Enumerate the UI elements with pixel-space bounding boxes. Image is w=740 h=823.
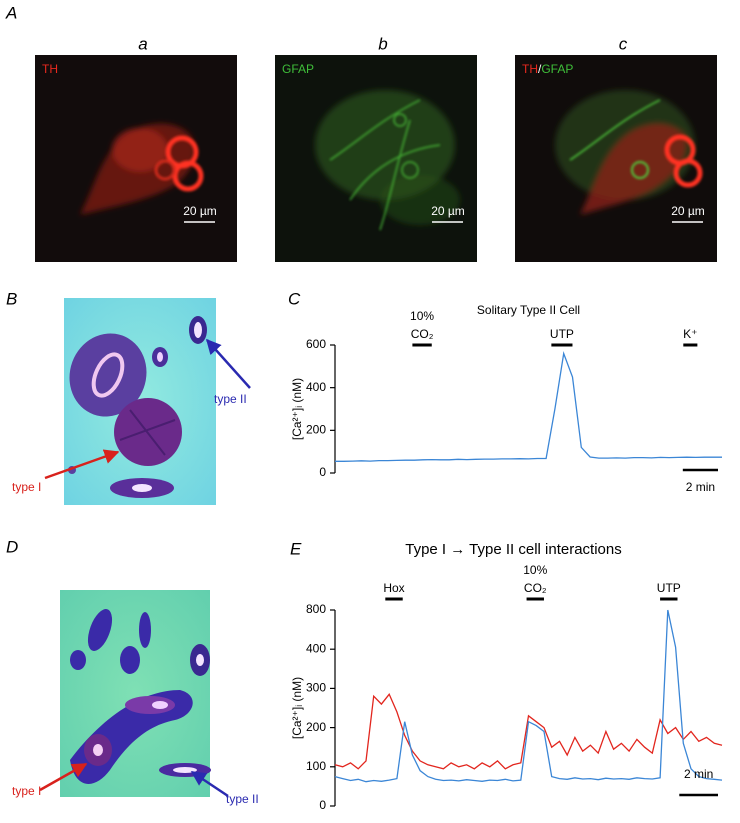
y-tick-label: 400 [306,380,326,394]
subpanel-label: c [619,34,628,53]
stimulus-label: 10% [523,563,547,577]
y-tick-label: 800 [306,602,326,616]
annotation: type II [214,392,247,406]
panel-label: E [290,539,302,558]
micrograph-a [35,55,237,262]
stain-label: TH [42,62,58,76]
scale-bar-label: 20 µm [671,204,705,218]
y-tick-label: 600 [306,337,326,351]
stimulus-label: K⁺ [683,327,697,341]
y-axis-label: [Ca²⁺]ᵢ (nM) [290,677,304,739]
scale-bar-label: 20 µm [183,204,217,218]
false-color-image-b [64,298,216,505]
y-tick-label: 100 [306,759,326,773]
subpanel-label: a [138,34,147,53]
chart-title: Type I → Type II cell interactions [405,541,622,558]
micrograph-c [515,55,717,262]
panel-label: D [6,537,18,556]
stain-label-part: TH [42,62,58,76]
stain-label: GFAP [282,62,314,76]
stain-label-part: / [538,62,542,76]
annotation: type I [12,480,41,494]
arrow [44,449,120,480]
panel-label: C [288,289,301,308]
arrow [190,770,229,798]
stimulus-label: CO₂ [411,327,434,341]
y-tick-label: 300 [306,681,326,695]
data-line [335,350,722,462]
stimulus-label: Hox [383,581,404,595]
annotation: type I [12,784,41,798]
stain-label-part: GFAP [282,62,314,76]
arrow [205,338,251,389]
arrow [39,762,88,792]
stain-label-part: TH [522,62,538,76]
stimulus-label: CO₂ [524,581,547,595]
annotation: type II [226,792,259,806]
y-tick-label: 0 [319,465,326,479]
stain-label: TH/GFAP [522,62,573,76]
chart-title: Solitary Type II Cell [477,303,580,317]
scale-bar-label: 2 min [686,480,715,494]
data-line [334,609,723,783]
panel-label: A [5,3,17,22]
subpanel-label: b [378,34,387,53]
panel-label: B [6,289,17,308]
stain-label-part: GFAP [541,62,573,76]
stimulus-label: 10% [410,309,434,323]
false-color-image-d [60,590,211,797]
scale-bar-label: 20 µm [431,204,465,218]
stimulus-label: UTP [550,327,574,341]
stimulus-label: UTP [657,581,681,595]
y-tick-label: 200 [306,423,326,437]
y-tick-label: 400 [306,641,326,655]
y-axis-label: [Ca²⁺]ᵢ (nM) [290,378,304,440]
y-tick-label: 200 [306,720,326,734]
micrograph-b [275,55,477,262]
data-line [334,693,723,770]
scale-bar-label: 2 min [684,767,713,781]
y-tick-label: 0 [319,798,326,812]
